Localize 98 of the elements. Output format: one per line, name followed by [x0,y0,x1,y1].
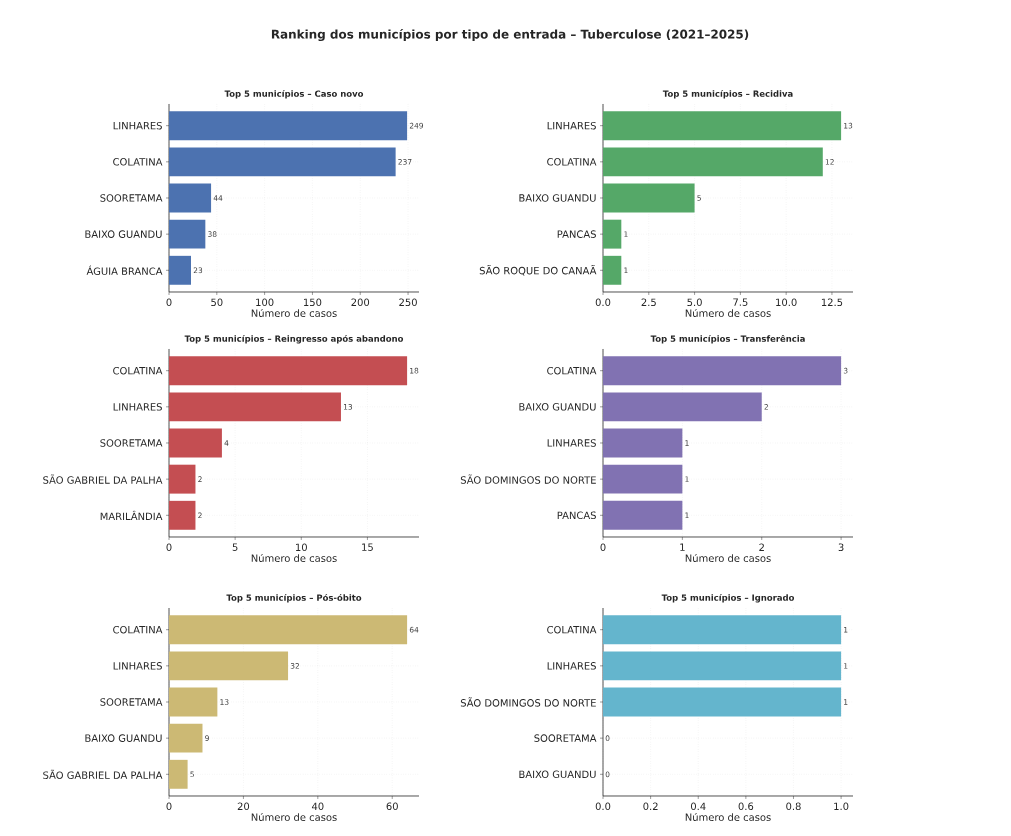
bar [169,111,408,141]
x-tick-label: 0 [166,298,172,307]
x-tick-label: 3 [838,543,844,552]
bar [169,723,203,753]
x-tick-label: 60 [386,802,398,811]
bar [603,255,622,285]
y-tick-label: SÃO GABRIEL DA PALHA [43,474,163,484]
bar [603,428,683,458]
y-tick-label: COLATINA [113,366,163,375]
bar [169,651,289,681]
y-tick-label: SOORETAMA [100,439,163,447]
x-tick-label: 7.5 [733,298,748,306]
x-tick-label: 0 [166,543,172,552]
bar [603,183,695,213]
y-tick-label: SÃO GABRIEL DA PALHA [43,769,163,779]
bar [603,356,842,386]
bar [169,759,188,789]
x-tick-label: 0 [600,543,606,552]
y-tick-label: ÁGUIA BRANCA [86,265,163,275]
bar [603,147,823,177]
y-tick-label: SÃO DOMINGOS DO NORTE [460,697,596,707]
chart-title: Top 5 municípios – Pós-óbito [226,593,362,603]
y-tick-label: SOORETAMA [100,194,163,202]
x-tick-label: 200 [351,298,370,307]
bar [169,219,206,249]
x-tick-label: 0.8 [786,802,801,811]
chart-title: Top 5 municípios – Reingresso após abandono [184,334,404,344]
y-tick-label: SÃO ROQUE DO CANAÃ [479,265,597,276]
bar [169,615,408,645]
x-axis-title: Número de casos [251,553,337,562]
y-tick-label: LINHARES [113,121,162,130]
x-tick-label: 2 [759,543,764,551]
x-tick-label: 5 [232,543,238,551]
y-tick-label: PANCAS [557,230,596,238]
text: Ranking dos municípios por tipo de entrada – Tuberculose (2021–2025) [271,28,749,42]
x-tick-label: 40 [311,802,324,811]
bar [603,392,762,422]
chart-title: Top 5 municípios – Ignorado [661,593,795,603]
x-axis-title: Número de casos [685,812,771,821]
x-tick-label: 0.6 [738,802,754,811]
x-tick-label: 0.0 [595,298,611,307]
x-tick-label: 0.4 [690,802,706,811]
bar [603,464,683,494]
x-axis-title: Número de casos [251,308,337,317]
y-tick-label: BAIXO GUANDU [519,770,596,779]
x-tick-label: 1.0 [834,802,849,811]
bar [169,392,341,422]
y-tick-label: SÃO DOMINGOS DO NORTE [460,474,596,484]
x-tick-label: 10 [296,543,307,552]
y-tick-label: LINHARES [547,121,596,130]
bar [603,111,842,141]
bar [169,500,196,530]
y-tick-label: BAIXO GUANDU [519,403,596,411]
x-tick-label: 10.0 [776,298,797,307]
y-tick-label: COLATINA [113,158,163,166]
x-tick-label: 0.0 [595,802,611,811]
x-tick-label: 15 [362,543,373,551]
bar [169,464,196,494]
x-tick-label: 50 [211,298,223,307]
x-tick-label: 150 [304,298,322,307]
x-tick-label: 5.0 [687,298,702,307]
x-axis-title: Número de casos [685,553,771,562]
y-tick-label: BAIXO GUANDU [85,734,162,742]
y-tick-label: COLATINA [113,625,163,634]
x-tick-label: 0 [166,802,172,811]
y-tick-label: SOORETAMA [100,698,163,706]
y-tick-label: COLATINA [547,625,597,634]
x-tick-label: 1 [680,543,685,551]
chart-title: Top 5 municípios – Transferência [650,334,805,344]
y-tick-label: PANCAS [557,511,596,520]
bar [603,500,683,530]
bar [169,687,218,717]
bar [169,356,408,386]
x-tick-label: 12.5 [821,298,843,307]
y-tick-label: MARILÂNDIA [100,510,163,520]
x-tick-label: 0.2 [643,802,658,811]
chart-title: Top 5 municípios – Caso novo [224,89,364,99]
y-tick-label: LINHARES [547,662,596,670]
chart-title: Top 5 municípios – Recidiva [662,89,793,99]
y-tick-label: SOORETAMA [534,734,597,742]
y-tick-label: LINHARES [547,439,596,447]
x-tick-label: 100 [256,298,274,307]
bar [169,147,396,177]
bar [169,255,191,285]
y-tick-label: BAIXO GUANDU [519,194,596,202]
y-tick-label: LINHARES [113,403,162,411]
x-tick-label: 20 [237,802,250,811]
bar [169,428,222,458]
y-tick-label: BAIXO GUANDU [85,230,162,238]
y-tick-label: COLATINA [547,158,597,166]
bar [169,183,212,213]
bar [603,219,622,249]
y-tick-label: LINHARES [113,662,162,670]
y-tick-label: COLATINA [547,366,597,375]
x-tick-label: 2.5 [641,298,656,307]
x-tick-label: 250 [399,298,417,307]
x-axis-title: Número de casos [251,812,337,821]
x-axis-title: Número de casos [685,308,771,317]
